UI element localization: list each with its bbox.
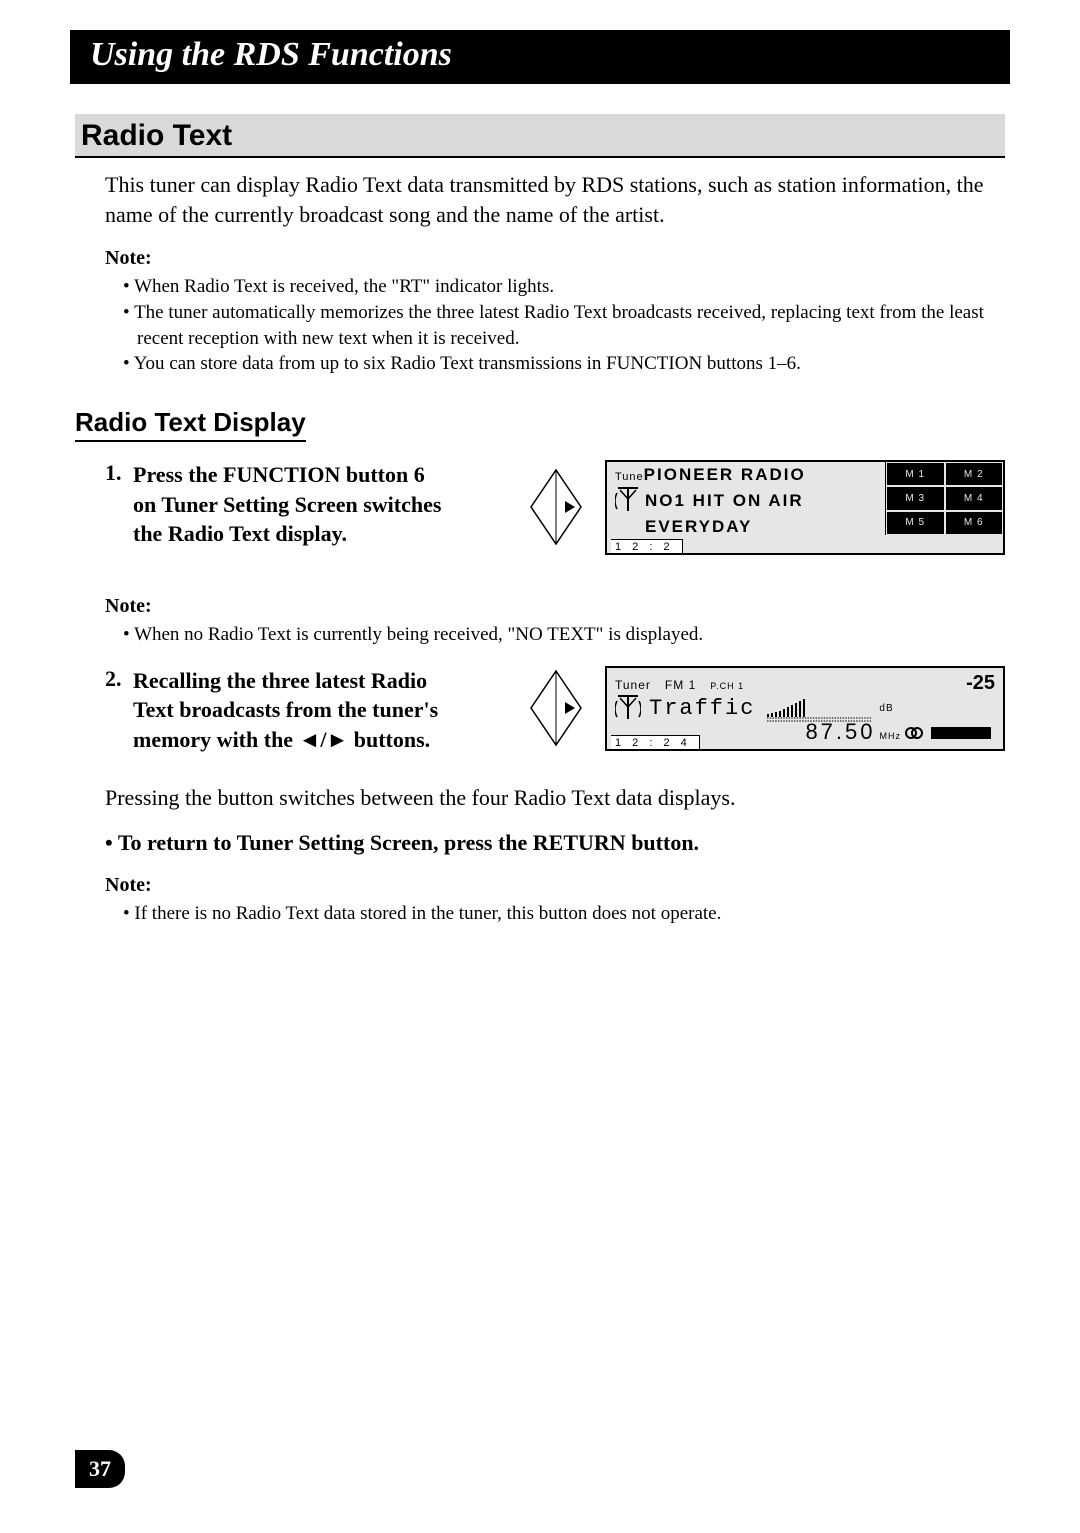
lcd-screen-2: Tuner FM 1 P.CH 1 -25 <box>605 666 1005 751</box>
lcd2-band: FM 1 <box>665 678 696 692</box>
preset-cell: M 3 <box>886 486 945 510</box>
note-item: When no Radio Text is currently being re… <box>123 622 1005 648</box>
preset-cell: M 4 <box>945 486 1004 510</box>
lcd2-db-value: -25 <box>966 672 995 695</box>
section-title: Radio Text <box>81 119 232 152</box>
nav-diamond-icon <box>529 468 583 546</box>
step-1-number: 1. <box>105 460 133 486</box>
manual-page: Using the RDS Functions Radio Text This … <box>0 0 1080 927</box>
return-instruction: To return to Tuner Setting Screen, press… <box>105 830 1005 856</box>
step-2-row: 2. Recalling the three latest Radio Text… <box>75 666 1005 755</box>
lcd2-freq: 87.50 <box>805 719 875 745</box>
antenna-icon <box>615 693 641 725</box>
lcd1-main-area: TunePIONEER RADIO NO1 HIT ON AIR <box>615 465 883 535</box>
note-item: You can store data from up to six Radio … <box>123 351 1005 377</box>
after-step2-text: Pressing the button switches between the… <box>105 783 1005 813</box>
step-1-body: Press the FUNCTION button 6 on Tuner Set… <box>133 460 445 549</box>
stereo-icon <box>905 727 923 739</box>
subsection-title: Radio Text Display <box>75 407 306 442</box>
note-list-1: When Radio Text is received, the "RT" in… <box>123 274 1005 377</box>
note-item: When Radio Text is received, the "RT" in… <box>123 274 1005 300</box>
lcd1-preset-grid: M 1 M 2 M 3 M 4 M 5 M 6 <box>885 462 1003 535</box>
chapter-title: Using the RDS Functions <box>90 36 452 73</box>
step-1-row: 1. Press the FUNCTION button 6 on Tuner … <box>75 460 1005 555</box>
step-2-body: Recalling the three latest Radio Text br… <box>133 666 445 755</box>
note-list-2: When no Radio Text is currently being re… <box>123 622 1005 648</box>
intro-paragraph: This tuner can display Radio Text data t… <box>105 170 1005 229</box>
lcd2-db-unit: dB <box>879 703 893 714</box>
subsection-heading-wrap: Radio Text Display <box>75 377 1005 442</box>
lcd2-pch: P.CH 1 <box>710 681 744 691</box>
lcd2-freq-unit: MHz <box>880 731 902 741</box>
preset-cell: M 2 <box>945 462 1004 486</box>
antenna-icon <box>615 485 641 517</box>
step-1-illustration: TunePIONEER RADIO NO1 HIT ON AIR <box>445 460 1005 555</box>
step-2-illustration: Tuner FM 1 P.CH 1 -25 <box>445 666 1005 751</box>
lcd1-line1: PIONEER RADIO <box>644 465 806 484</box>
step-2-text: 2. Recalling the three latest Radio Text… <box>75 666 445 755</box>
lcd1-time: 1 2 : 2 <box>611 539 683 553</box>
note-label-1: Note: <box>105 247 1005 270</box>
preset-cell: M 5 <box>886 511 945 535</box>
chapter-header-bar: Using the RDS Functions <box>70 30 1010 84</box>
lcd1-mode: Tune <box>615 471 644 483</box>
page-number-tab: 37 <box>75 1450 125 1488</box>
nav-diamond-icon <box>529 669 583 747</box>
note-label-3: Note: <box>105 874 1005 897</box>
section-header-bar: Radio Text <box>75 114 1005 158</box>
lcd1-line2: NO1 HIT ON AIR <box>645 491 804 511</box>
lcd1-line3: EVERYDAY <box>645 517 752 536</box>
lcd2-time: 1 2 : 2 4 <box>611 735 700 749</box>
preset-cell: M 1 <box>886 462 945 486</box>
note-item: If there is no Radio Text data stored in… <box>123 901 1005 927</box>
lcd2-mode: Tuner <box>615 678 651 692</box>
step-1-text: 1. Press the FUNCTION button 6 on Tuner … <box>75 460 445 549</box>
note-item: The tuner automatically memorizes the th… <box>123 300 1005 351</box>
preset-cell: M 6 <box>945 511 1004 535</box>
lcd2-pty: Traffic <box>649 696 755 721</box>
note-list-3: If there is no Radio Text data stored in… <box>123 901 1005 927</box>
note-label-2: Note: <box>105 595 1005 618</box>
step-2-number: 2. <box>105 666 133 692</box>
level-bar-icon <box>931 727 991 739</box>
lcd-screen-1: TunePIONEER RADIO NO1 HIT ON AIR <box>605 460 1005 555</box>
